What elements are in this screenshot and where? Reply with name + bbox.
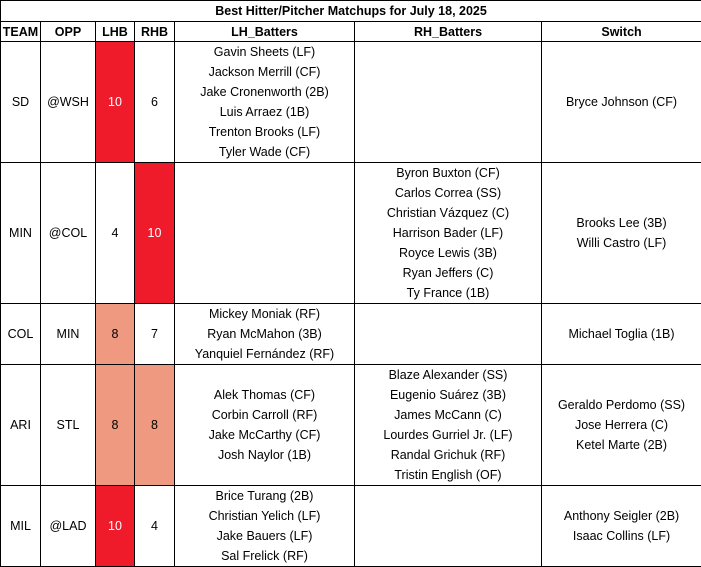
player-name: Ketel Marte (2B): [542, 435, 701, 455]
player-name: Christian Vázquez (C): [355, 203, 541, 223]
lh-batters-cell: Mickey Moniak (RF)Ryan McMahon (3B)Yanqu…: [175, 304, 355, 365]
player-name: Blaze Alexander (SS): [355, 365, 541, 385]
switch-cell: Bryce Johnson (CF): [542, 42, 701, 163]
opp-cell: @COL: [41, 163, 96, 304]
player-name: Sal Frelick (RF): [175, 546, 354, 566]
player-name: Lourdes Gurriel Jr. (LF): [355, 425, 541, 445]
opp-cell: @WSH: [41, 42, 96, 163]
opp-cell: STL: [41, 365, 96, 486]
header-lh-batters: LH_Batters: [175, 22, 355, 42]
player-name: Trenton Brooks (LF): [175, 122, 354, 142]
page-title: Best Hitter/Pitcher Matchups for July 18…: [1, 1, 701, 22]
rhb-score-cell: 8: [135, 365, 175, 486]
rhb-score-cell: 10: [135, 163, 175, 304]
player-name: Isaac Collins (LF): [542, 526, 701, 546]
player-name: James McCann (C): [355, 405, 541, 425]
header-lhb: LHB: [96, 22, 135, 42]
rh-batters-cell: Blaze Alexander (SS)Eugenio Suárez (3B)J…: [355, 365, 542, 486]
player-name: Carlos Correa (SS): [355, 183, 541, 203]
player-name: Willi Castro (LF): [542, 233, 701, 253]
player-name: Jake Bauers (LF): [175, 526, 354, 546]
lh-batters-cell: [175, 163, 355, 304]
player-name: Eugenio Suárez (3B): [355, 385, 541, 405]
player-name: Brooks Lee (3B): [542, 213, 701, 233]
player-name: Alek Thomas (CF): [175, 385, 354, 405]
switch-cell: Geraldo Perdomo (SS)Jose Herrera (C)Kete…: [542, 365, 701, 486]
player-name: Byron Buxton (CF): [355, 163, 541, 183]
rhb-score-cell: 6: [135, 42, 175, 163]
player-name: Bryce Johnson (CF): [542, 92, 701, 112]
opp-cell: MIN: [41, 304, 96, 365]
lh-batters-cell: Alek Thomas (CF)Corbin Carroll (RF)Jake …: [175, 365, 355, 486]
rhb-score-cell: 7: [135, 304, 175, 365]
header-team: TEAM: [1, 22, 41, 42]
player-name: Jake McCarthy (CF): [175, 425, 354, 445]
player-name: Gavin Sheets (LF): [175, 42, 354, 62]
team-cell: SD: [1, 42, 41, 163]
player-name: Tristin English (OF): [355, 465, 541, 485]
player-name: Mickey Moniak (RF): [175, 304, 354, 324]
rhb-score-cell: 4: [135, 486, 175, 567]
header-rhb: RHB: [135, 22, 175, 42]
player-name: Yanquiel Fernández (RF): [175, 344, 354, 364]
player-name: Geraldo Perdomo (SS): [542, 395, 701, 415]
lhb-score-cell: 10: [96, 42, 135, 163]
switch-cell: Anthony Seigler (2B)Isaac Collins (LF): [542, 486, 701, 567]
switch-cell: Michael Toglia (1B): [542, 304, 701, 365]
rh-batters-cell: [355, 42, 542, 163]
player-name: Ty France (1B): [355, 283, 541, 303]
lhb-score-cell: 8: [96, 365, 135, 486]
header-opp: OPP: [41, 22, 96, 42]
team-cell: COL: [1, 304, 41, 365]
player-name: Josh Naylor (1B): [175, 445, 354, 465]
opp-cell: @LAD: [41, 486, 96, 567]
player-name: Corbin Carroll (RF): [175, 405, 354, 425]
lh-batters-cell: Brice Turang (2B)Christian Yelich (LF)Ja…: [175, 486, 355, 567]
player-name: Michael Toglia (1B): [542, 324, 701, 344]
player-name: Harrison Bader (LF): [355, 223, 541, 243]
header-rh-batters: RH_Batters: [355, 22, 542, 42]
header-row: TEAM OPP LHB RHB LH_Batters RH_Batters S…: [1, 22, 701, 42]
lhb-score-cell: 10: [96, 486, 135, 567]
rh-batters-cell: Byron Buxton (CF)Carlos Correa (SS)Chris…: [355, 163, 542, 304]
player-name: Anthony Seigler (2B): [542, 506, 701, 526]
player-name: Tyler Wade (CF): [175, 142, 354, 162]
lh-batters-cell: Gavin Sheets (LF)Jackson Merrill (CF)Jak…: [175, 42, 355, 163]
player-name: Jake Cronenworth (2B): [175, 82, 354, 102]
lhb-score-cell: 8: [96, 304, 135, 365]
player-name: Brice Turang (2B): [175, 486, 354, 506]
team-cell: ARI: [1, 365, 41, 486]
player-name: Royce Lewis (3B): [355, 243, 541, 263]
team-cell: MIL: [1, 486, 41, 567]
player-name: Ryan Jeffers (C): [355, 263, 541, 283]
rh-batters-cell: [355, 486, 542, 567]
team-cell: MIN: [1, 163, 41, 304]
player-name: Ryan McMahon (3B): [175, 324, 354, 344]
title-row: Best Hitter/Pitcher Matchups for July 18…: [1, 1, 701, 22]
header-switch: Switch: [542, 22, 701, 42]
player-name: Christian Yelich (LF): [175, 506, 354, 526]
lhb-score-cell: 4: [96, 163, 135, 304]
rh-batters-cell: [355, 304, 542, 365]
player-name: Jackson Merrill (CF): [175, 62, 354, 82]
switch-cell: Brooks Lee (3B)Willi Castro (LF): [542, 163, 701, 304]
player-name: Randal Grichuk (RF): [355, 445, 541, 465]
player-name: Luis Arraez (1B): [175, 102, 354, 122]
player-name: Jose Herrera (C): [542, 415, 701, 435]
